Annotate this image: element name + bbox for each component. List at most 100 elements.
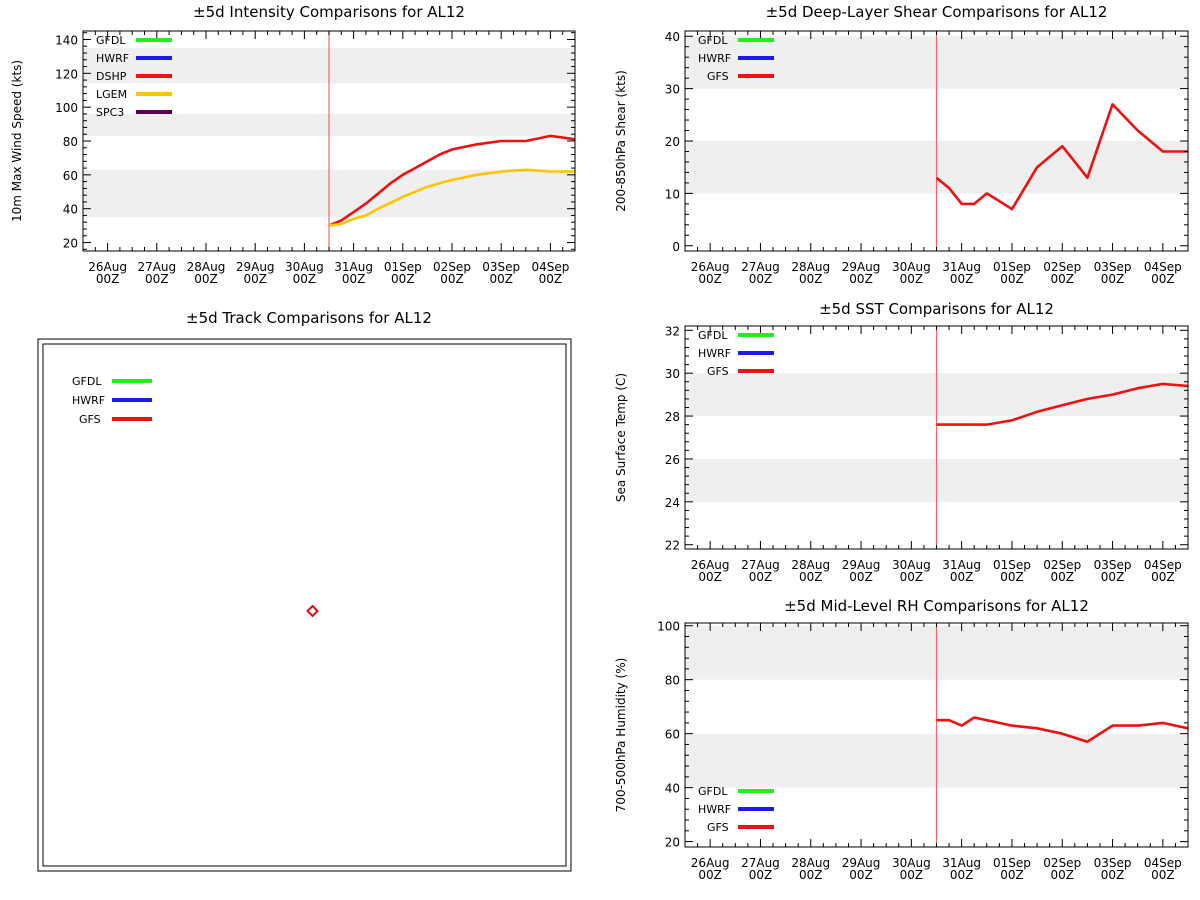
shear-xtick-hour: 00Z (1051, 272, 1075, 286)
intensity-ytick-label: 120 (55, 67, 78, 81)
sst-xtick-hour: 00Z (1051, 570, 1075, 584)
sst-xtick-hour: 00Z (698, 570, 722, 584)
intensity-xtick-hour: 00Z (145, 272, 169, 286)
intensity-legend-gfdl-label: GFDL (96, 34, 126, 47)
rh-xtick-hour: 00Z (950, 868, 974, 882)
rh-xtick-date: 26Aug (691, 856, 730, 870)
shear-xtick-date: 01Sep (993, 260, 1031, 274)
rh-legend-gfs-label: GFS (707, 821, 729, 834)
shear-chart: 01020304026Aug00Z27Aug00Z28Aug00Z29Aug00… (614, 3, 1189, 286)
shear-xtick-date: 28Aug (791, 260, 830, 274)
rh-xtick-hour: 00Z (849, 868, 873, 882)
intensity-xtick-hour: 00Z (96, 272, 120, 286)
rh-xtick-hour: 00Z (900, 868, 924, 882)
intensity-xtick-date: 27Aug (137, 260, 176, 274)
shear-xtick-hour: 00Z (1000, 272, 1024, 286)
sst-legend-gfs-label: GFS (707, 365, 729, 378)
shear-series-gfs (935, 103, 1188, 211)
intensity-xtick-date: 03Sep (482, 260, 520, 274)
intensity-xtick-hour: 00Z (243, 272, 267, 286)
rh-xtick-date: 31Aug (942, 856, 981, 870)
rh-xtick-hour: 00Z (749, 868, 773, 882)
sst-title: ±5d SST Comparisons for AL12 (819, 300, 1054, 318)
intensity-xtick-date: 04Sep (531, 260, 569, 274)
sst-xtick-hour: 00Z (900, 570, 924, 584)
shear-ytick-label: 0 (672, 240, 680, 254)
intensity-ytick-label: 60 (63, 169, 78, 183)
sst-xtick-hour: 00Z (1000, 570, 1024, 584)
shear-xtick-date: 02Sep (1043, 260, 1081, 274)
shear-xtick-date: 31Aug (942, 260, 981, 274)
rh-ytick-label: 80 (665, 674, 680, 688)
intensity-series-lgem (328, 168, 575, 227)
shear-legend-gfdl-label: GFDL (698, 34, 728, 47)
intensity-xtick-date: 31Aug (334, 260, 373, 274)
shear-xtick-hour: 00Z (1151, 272, 1175, 286)
sst-xtick-date: 31Aug (942, 558, 981, 572)
track-outer-frame (37, 338, 572, 872)
intensity-xtick-hour: 00Z (342, 272, 366, 286)
sst-series-gfs (936, 382, 1189, 426)
intensity-xtick-hour: 00Z (293, 272, 317, 286)
sst-xtick-hour: 00Z (950, 570, 974, 584)
rh-chart: 2040608010026Aug00Z27Aug00Z28Aug00Z29Aug… (614, 597, 1189, 882)
sst-ytick-label: 30 (665, 367, 680, 381)
shear-ytick-label: 20 (665, 135, 680, 149)
shear-xtick-hour: 00Z (950, 272, 974, 286)
sst-xtick-date: 26Aug (691, 558, 730, 572)
shear-ylabel: 200-850hPa Shear (kts) (614, 70, 628, 212)
rh-xtick-hour: 00Z (698, 868, 722, 882)
track-chart: ±5d Track Comparisons for AL12 GFDL HWRF GF… (37, 309, 572, 872)
track-current-position-marker (306, 604, 319, 618)
shear-xtick-date: 29Aug (842, 260, 881, 274)
rh-legend-gfdl-label: GFDL (698, 785, 728, 798)
shear-legend-hwrf-label: HWRF (698, 52, 731, 65)
sst-legend-hwrf-label: HWRF (698, 347, 731, 360)
rh-ytick-label: 20 (665, 836, 680, 850)
rh-xtick-date: 29Aug (842, 856, 881, 870)
track-legend-hwrf-label: HWRF (72, 394, 105, 407)
rh-xtick-date: 01Sep (993, 856, 1031, 870)
rh-xtick-hour: 00Z (799, 868, 823, 882)
intensity-ytick-label: 140 (55, 33, 78, 47)
intensity-xtick-date: 01Sep (384, 260, 422, 274)
intensity-chart: 2040608010012014026Aug00Z27Aug00Z28Aug00… (10, 3, 576, 286)
intensity-legend-dshp-label: DSHP (96, 70, 127, 83)
shear-xtick-date: 04Sep (1144, 260, 1182, 274)
sst-xtick-hour: 00Z (799, 570, 823, 584)
shear-xtick-hour: 00Z (849, 272, 873, 286)
track-legend-gfdl-label: GFDL (72, 375, 102, 388)
intensity-xtick-date: 02Sep (433, 260, 471, 274)
rh-legend-hwrf-label: HWRF (698, 803, 731, 816)
shear-xtick-hour: 00Z (698, 272, 722, 286)
shear-xtick-date: 26Aug (691, 260, 730, 274)
track-legend-gfs-label: GFS (79, 413, 101, 426)
intensity-xtick-date: 26Aug (88, 260, 127, 274)
rh-xtick-hour: 00Z (1051, 868, 1075, 882)
intensity-title: ±5d Intensity Comparisons for AL12 (193, 3, 465, 21)
shear-xtick-hour: 00Z (900, 272, 924, 286)
shear-legend-gfs-label: GFS (707, 70, 729, 83)
shear-ytick-label: 10 (665, 187, 680, 201)
shear-xtick-date: 27Aug (741, 260, 780, 274)
sst-xtick-date: 04Sep (1144, 558, 1182, 572)
intensity-legend-lgem-label: LGEM (96, 88, 127, 101)
sst-xtick-date: 27Aug (741, 558, 780, 572)
sst-xtick-date: 02Sep (1043, 558, 1081, 572)
intensity-xtick-hour: 00Z (391, 272, 415, 286)
track-inner-frame (42, 343, 567, 867)
intensity-ytick-label: 20 (63, 237, 78, 251)
intensity-xtick-hour: 00Z (539, 272, 563, 286)
shear-ytick-label: 40 (665, 30, 680, 44)
shear-xtick-date: 30Aug (892, 260, 931, 274)
rh-xtick-date: 04Sep (1144, 856, 1182, 870)
sst-ytick-label: 26 (665, 453, 680, 467)
shear-xtick-hour: 00Z (799, 272, 823, 286)
sst-xtick-hour: 00Z (1101, 570, 1125, 584)
rh-ytick-label: 100 (657, 620, 680, 634)
sst-xtick-date: 29Aug (842, 558, 881, 572)
rh-ytick-label: 40 (665, 782, 680, 796)
rh-ytick-label: 60 (665, 728, 680, 742)
rh-xtick-hour: 00Z (1000, 868, 1024, 882)
